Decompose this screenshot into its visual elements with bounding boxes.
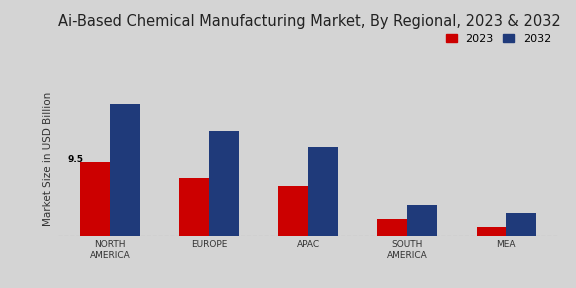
Bar: [179, 178, 209, 236]
Bar: [308, 147, 338, 236]
Y-axis label: Market Size in USD Billion: Market Size in USD Billion: [43, 91, 54, 226]
Bar: [407, 205, 437, 236]
Text: 9.5: 9.5: [67, 154, 84, 164]
Text: Ai-Based Chemical Manufacturing Market, By Regional, 2023 & 2032: Ai-Based Chemical Manufacturing Market, …: [58, 14, 560, 29]
Bar: [209, 131, 239, 236]
Bar: [278, 186, 308, 236]
Bar: [476, 227, 506, 236]
Bar: [110, 104, 140, 236]
Bar: [81, 162, 110, 236]
Legend: 2023, 2032: 2023, 2032: [444, 32, 553, 46]
Bar: [506, 213, 536, 236]
Bar: [377, 219, 407, 236]
